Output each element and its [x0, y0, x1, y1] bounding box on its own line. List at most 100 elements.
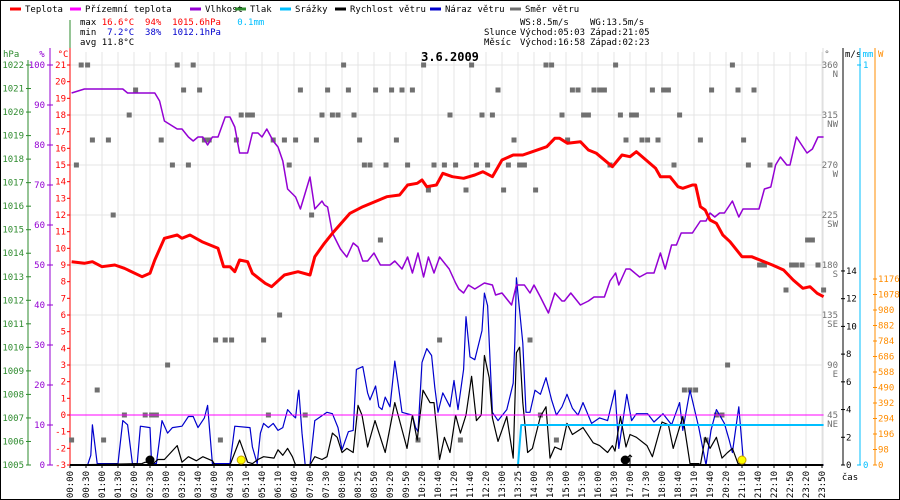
wind-direction-point: [69, 437, 75, 443]
sunrise-time: Východ:05:03: [520, 28, 586, 38]
max-pressure: 1015.6hPa: [172, 18, 221, 28]
x-tick-label: 02:00: [130, 471, 140, 498]
wind-direction-point: [645, 137, 651, 143]
temperature-tick-label: 8: [61, 278, 66, 288]
legend-item-label: Srážky: [295, 5, 328, 15]
legend-item-label: Tlak: [250, 5, 272, 15]
x-tick-label: 21:10: [738, 471, 748, 498]
wind-speed-max: WS:8.5m/s: [520, 18, 569, 28]
moon-label: Měsíc: [484, 38, 512, 48]
wind-direction-point: [805, 237, 811, 243]
temperature-tick-label: 10: [55, 244, 66, 254]
legend-item-label: Směr větru: [525, 5, 579, 15]
x-tick-label: 14:00: [530, 471, 540, 498]
wind-tick-label: 0: [846, 461, 851, 471]
pressure-tick-label: 1019: [2, 132, 24, 142]
wind-tick-label: 14: [846, 267, 857, 277]
radiation-tick-label: 784: [878, 337, 894, 347]
direction-tick-label: 360: [822, 61, 838, 71]
wind-direction-point: [341, 62, 347, 68]
radiation-tick-label: 980: [878, 306, 894, 316]
wind-direction-point: [351, 112, 357, 118]
radiation-tick-label: 882: [878, 322, 894, 332]
x-tick-label: 20:20: [722, 471, 732, 498]
series-line-rychlost-v-tru: [69, 346, 824, 466]
x-tick-label: 16:30: [610, 471, 620, 498]
wind-direction-point: [457, 437, 463, 443]
min-pressure: 1012.1hPa: [172, 28, 221, 38]
wind-direction-point: [661, 87, 667, 93]
pressure-tick-label: 1010: [2, 343, 24, 353]
direction-axis-label: °: [824, 50, 829, 60]
pressure-tick-label: 1012: [2, 296, 24, 306]
wind-direction-point: [101, 437, 107, 443]
temperature-tick-label: 13: [55, 194, 66, 204]
radiation-tick-label: 98: [878, 446, 889, 456]
moonset-marker: [145, 455, 155, 465]
rain-total: 0.1mm: [237, 18, 265, 28]
max-temperature: 16.6°C: [101, 18, 135, 28]
wind-direction-point: [110, 212, 116, 218]
wind-direction-point: [543, 62, 549, 68]
wind-gust-max: WG:13.5m/s: [590, 18, 645, 28]
wind-tick-label: 4: [846, 406, 851, 416]
pressure-tick-label: 1021: [2, 85, 24, 95]
wind-direction-point: [639, 137, 645, 143]
direction-tick-label: 45: [827, 411, 838, 421]
radiation-tick-label: 196: [878, 430, 894, 440]
direction-tick-label: 135: [822, 311, 838, 321]
humidity-tick-label: 70: [34, 181, 45, 191]
x-tick-label: 00:30: [82, 471, 92, 498]
direction-tick-label: 270: [822, 161, 838, 171]
wind-direction-point: [489, 112, 495, 118]
x-tick-label: 18:00: [658, 471, 668, 498]
wind-direction-point: [799, 262, 805, 268]
wind-direction-point: [453, 162, 459, 168]
direction-compass-label: NW: [827, 120, 838, 130]
x-tick-label: 08:25: [354, 471, 364, 498]
x-tick-label: 17:00: [626, 471, 636, 498]
temperature-tick-label: 0: [61, 411, 66, 421]
direction-compass-label: NE: [827, 420, 838, 430]
wind-direction-point: [761, 262, 767, 268]
wind-direction-point: [309, 212, 315, 218]
legend-item-label: Přízemní teplota: [85, 5, 172, 15]
wind-direction-point: [261, 337, 267, 343]
sunrise-marker: [236, 455, 246, 465]
wind-direction-point: [133, 87, 139, 93]
x-tick-label: 21:40: [754, 471, 764, 498]
humidity-tick-label: 100: [29, 61, 45, 71]
x-tick-label: 15:00: [562, 471, 572, 498]
temperature-tick-label: -3: [55, 461, 66, 471]
x-tick-label: 03:40: [194, 471, 204, 498]
x-axis-label: čas: [842, 472, 858, 483]
humidity-tick-label: 40: [34, 301, 45, 311]
wind-direction-point: [793, 262, 799, 268]
humidity-tick-label: 80: [34, 141, 45, 151]
wind-direction-point: [190, 62, 196, 68]
wind-direction-point: [485, 162, 491, 168]
temperature-tick-label: 15: [55, 161, 66, 171]
wind-direction-point: [415, 437, 421, 443]
x-tick-label: 07:00: [306, 471, 316, 498]
humidity-tick-label: 90: [34, 101, 45, 111]
radiation-tick-label: 392: [878, 399, 894, 409]
wind-direction-point: [655, 137, 661, 143]
radiation-tick-label: 686: [878, 353, 894, 363]
radiation-tick-label: 1078: [878, 291, 900, 301]
stats-min-row: min 7.2°C 38% 1012.1hPa: [80, 28, 221, 38]
legend-item-label: Rychlost větru: [350, 5, 426, 15]
pressure-tick-label: 1013: [2, 273, 24, 283]
radiation-tick-label: 588: [878, 368, 894, 378]
direction-compass-label: S: [833, 270, 838, 280]
x-tick-label: 03:00: [162, 471, 172, 498]
legend-item-label: Vlhkost: [205, 5, 243, 15]
wind-direction-point: [533, 187, 539, 193]
moonrise-time: Východ:16:58: [520, 38, 586, 48]
x-tick-label: 01:00: [98, 471, 108, 498]
avg-label: avg: [80, 38, 97, 48]
x-tick-label: 19:40: [706, 471, 716, 498]
x-tick-label: 10:20: [418, 471, 428, 498]
x-tick-label: 22:10: [770, 471, 780, 498]
temperature-tick-label: 11: [55, 228, 66, 238]
